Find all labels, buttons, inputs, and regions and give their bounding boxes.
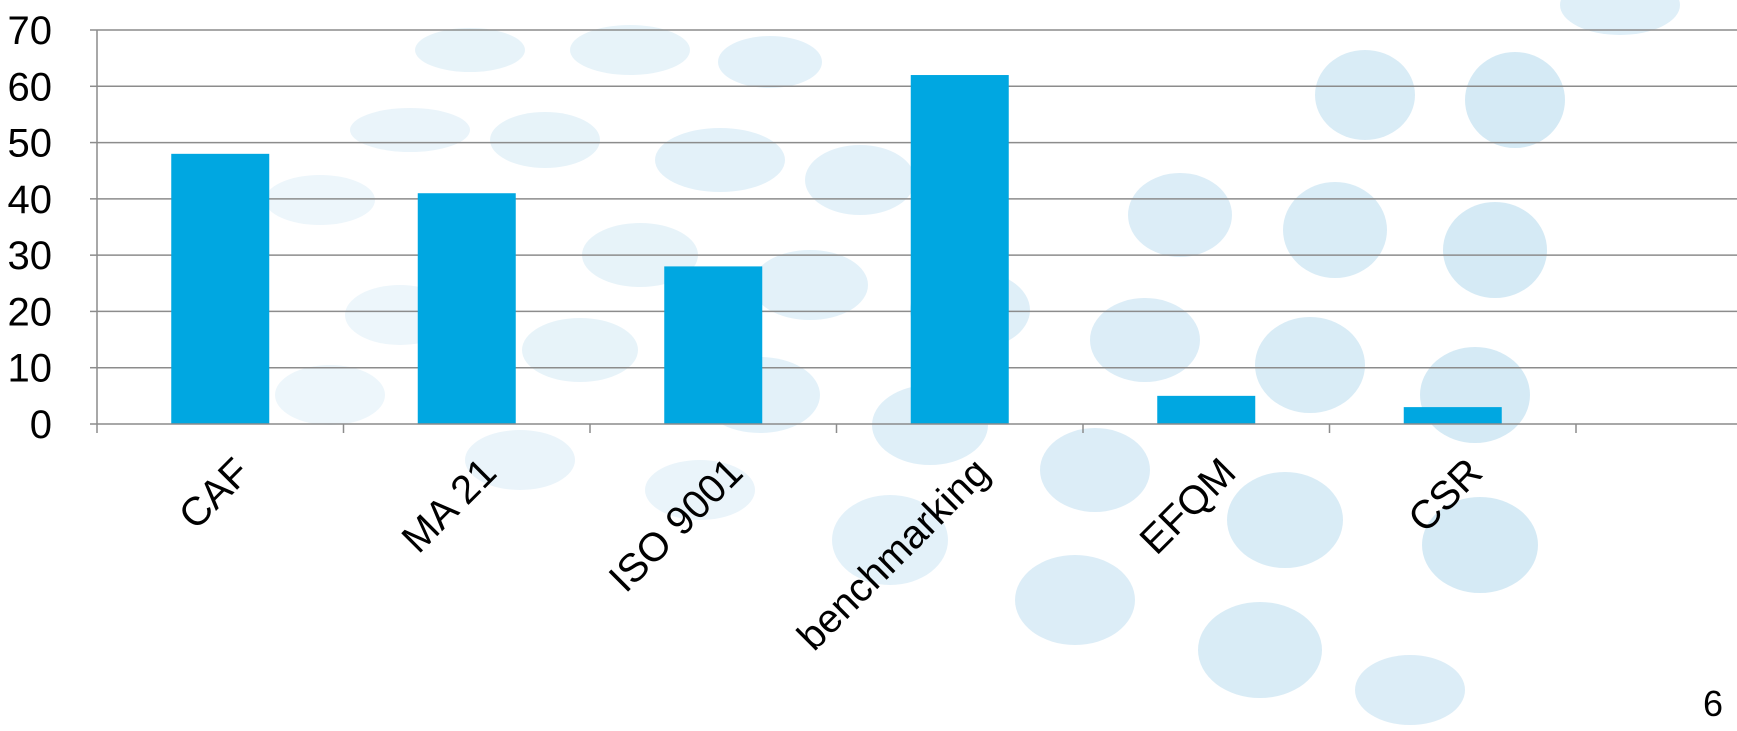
background-dot — [522, 318, 638, 382]
y-tick-label: 10 — [8, 347, 53, 391]
x-axis: CAF MA 21 ISO 9001 benchmarking EFQM CSR — [96, 423, 1737, 659]
background-dot — [1465, 52, 1565, 148]
category-label: benchmarking — [789, 450, 998, 659]
background-dot — [1015, 555, 1135, 645]
y-tick-label: 70 — [8, 9, 53, 53]
y-tick-label: 40 — [8, 178, 53, 222]
background-dot — [1040, 428, 1150, 512]
category-label: EFQM — [1132, 450, 1245, 563]
category-label: CAF — [171, 450, 259, 538]
y-tick-label: 0 — [30, 403, 52, 447]
background-dot — [1355, 655, 1465, 725]
background-dot — [645, 460, 755, 520]
background-dot — [805, 145, 915, 215]
bar-iso-9001 — [664, 266, 763, 424]
background-dot — [465, 430, 575, 490]
y-tick-label: 20 — [8, 290, 53, 334]
background-dot — [490, 112, 600, 168]
bars — [171, 75, 1502, 425]
background-dot — [1198, 602, 1322, 698]
bar-caf — [171, 153, 270, 425]
background-dot — [752, 250, 868, 320]
background-dot — [1315, 50, 1415, 140]
background-dot — [1560, 0, 1680, 35]
background-dot — [1422, 497, 1538, 593]
category-label: ISO 9001 — [601, 450, 752, 601]
background-dot — [718, 36, 822, 88]
bar-csr — [1403, 407, 1502, 424]
background-dot — [655, 128, 785, 192]
bar-ma-21 — [417, 193, 516, 424]
background-dot — [415, 28, 525, 72]
category-label: CSR — [1400, 450, 1491, 541]
y-tick-label: 30 — [8, 234, 53, 278]
background-dot — [350, 108, 470, 152]
background-dot — [1443, 202, 1547, 298]
background-dot — [1128, 173, 1232, 257]
background-dot — [1283, 182, 1387, 278]
bar-benchmarking — [910, 75, 1009, 425]
background-dot — [275, 365, 385, 425]
y-axis: 0 10 20 30 40 50 60 70 — [8, 9, 98, 447]
background-dot — [570, 25, 690, 75]
category-label: MA 21 — [394, 450, 505, 561]
background-dot — [1227, 472, 1343, 568]
background-dot — [265, 175, 375, 225]
y-tick-label: 50 — [8, 122, 53, 166]
y-tick-label: 60 — [8, 65, 53, 109]
background-dot — [1255, 317, 1365, 413]
bar-efqm — [1157, 395, 1256, 424]
background-dot — [832, 495, 948, 585]
page-number: 6 — [1702, 683, 1723, 724]
background-dot — [1090, 298, 1200, 382]
